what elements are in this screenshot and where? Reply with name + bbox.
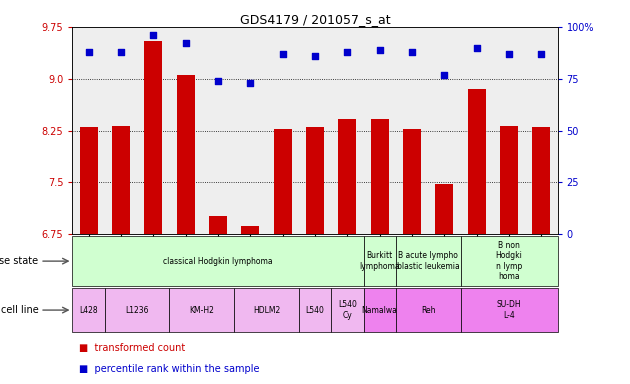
Bar [306,127,324,234]
Point [148,32,158,38]
Point [504,51,514,57]
Text: cell line: cell line [1,305,38,315]
Point [116,49,126,55]
Bar [461,288,558,332]
Point [439,71,449,78]
Text: L1236: L1236 [125,306,149,314]
Text: L540: L540 [306,306,324,314]
Bar [500,126,518,234]
Bar [177,75,195,234]
Text: Namalwa: Namalwa [362,306,398,314]
Point [407,49,417,55]
Point [375,46,385,53]
Point [245,80,255,86]
Bar [461,236,558,286]
Point [278,51,288,57]
Point [342,49,352,55]
Text: ■  transformed count: ■ transformed count [79,343,185,353]
Bar [532,127,550,234]
Text: L428: L428 [79,306,98,314]
Bar [364,288,396,332]
Text: B acute lympho
blastic leukemia: B acute lympho blastic leukemia [397,252,459,271]
Text: B non
Hodgki
n lymp
homa: B non Hodgki n lymp homa [496,241,522,281]
Text: L540
Cy: L540 Cy [338,300,357,320]
Bar [80,127,98,234]
Bar [331,288,364,332]
Point [181,40,191,46]
Bar [169,288,234,332]
Bar [364,236,396,286]
Bar [403,129,421,234]
Bar [105,288,169,332]
Bar [72,236,364,286]
Text: Reh: Reh [421,306,435,314]
Point [472,45,482,51]
Point [536,51,546,57]
Bar [241,226,259,234]
Bar [72,288,105,332]
Point [310,53,320,59]
Text: disease state: disease state [0,256,38,266]
Text: KM-H2: KM-H2 [190,306,214,314]
Point [84,49,94,55]
Text: Burkitt
lymphoma: Burkitt lymphoma [359,252,400,271]
Bar [396,288,461,332]
Bar [396,236,461,286]
Point [213,78,223,84]
Text: ■  percentile rank within the sample: ■ percentile rank within the sample [79,364,260,374]
Bar [371,119,389,234]
Bar [274,129,292,234]
Bar [435,184,453,234]
Bar [112,126,130,234]
Title: GDS4179 / 201057_s_at: GDS4179 / 201057_s_at [239,13,391,26]
Bar [209,215,227,234]
Bar [338,119,356,234]
Bar [468,89,486,234]
Text: SU-DH
L-4: SU-DH L-4 [496,300,522,320]
Text: HDLM2: HDLM2 [253,306,280,314]
Bar [299,288,331,332]
Bar [144,41,162,234]
Bar [234,288,299,332]
Text: classical Hodgkin lymphoma: classical Hodgkin lymphoma [163,257,273,266]
